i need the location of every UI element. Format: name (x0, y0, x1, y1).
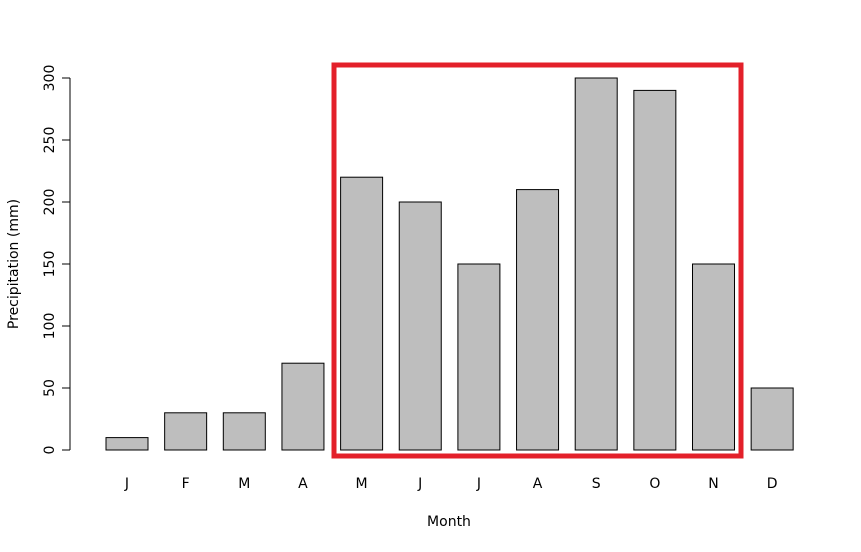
x-tick-label: J (124, 476, 129, 492)
y-tick-label: 150 (42, 251, 58, 278)
bar (281, 362, 325, 451)
bar (750, 387, 794, 451)
x-tick-label: M (356, 476, 368, 492)
x-tick-label: J (417, 476, 422, 492)
bar (398, 201, 442, 451)
bar (633, 89, 677, 451)
x-tick-label: O (649, 476, 660, 492)
bar (516, 189, 560, 451)
x-tick-label: A (298, 476, 308, 492)
bar (574, 77, 618, 451)
x-tick-label: N (708, 476, 718, 492)
x-tick-label: A (533, 476, 543, 492)
y-tick-label: 300 (42, 65, 58, 92)
bar (222, 412, 266, 451)
x-tick-label: F (182, 476, 190, 492)
x-tick-label: D (767, 476, 778, 492)
x-tick-label: M (238, 476, 250, 492)
bar (164, 412, 208, 451)
y-tick-label: 100 (42, 313, 58, 340)
x-tick-label: J (476, 476, 481, 492)
x-tick-label: S (592, 476, 601, 492)
highlight-box (331, 62, 744, 459)
bar (457, 263, 501, 451)
y-tick-label: 250 (42, 127, 58, 154)
y-tick-label: 200 (42, 189, 58, 216)
bar (692, 263, 735, 451)
y-tick-label: 0 (42, 446, 58, 455)
bar (340, 176, 384, 451)
y-tick-label: 50 (42, 379, 58, 397)
y-axis-label: Precipitation (mm) (6, 199, 22, 329)
bar (105, 437, 149, 451)
x-axis-label: Month (427, 514, 471, 530)
